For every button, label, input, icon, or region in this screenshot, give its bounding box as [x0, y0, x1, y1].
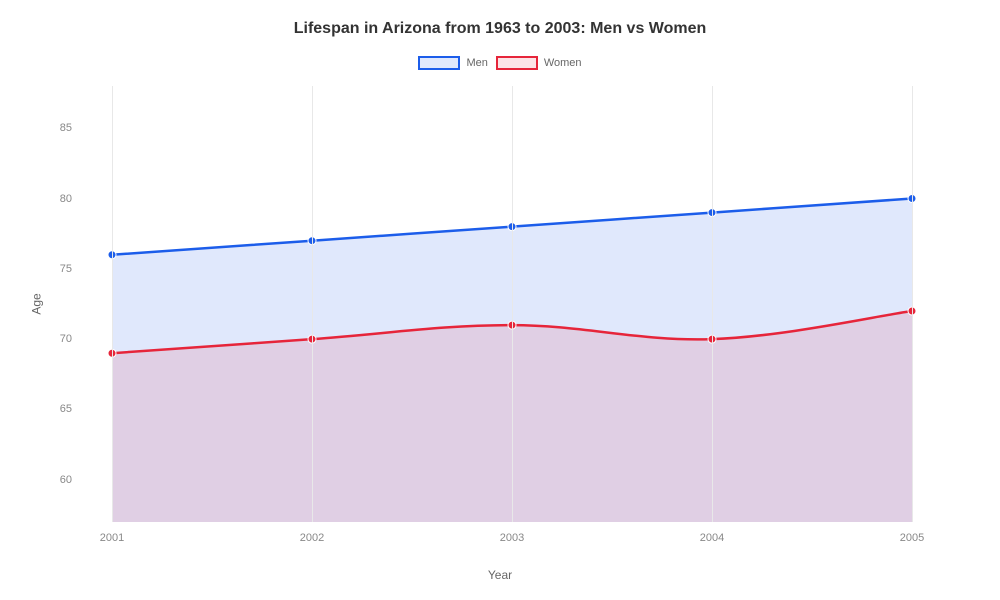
x-tick-label: 2002 [300, 532, 324, 544]
legend-label-women: Women [544, 57, 582, 69]
legend-swatch-women [496, 56, 538, 70]
y-tick-label: 60 [60, 474, 72, 486]
y-tick-label: 75 [60, 263, 72, 275]
x-axis-label: Year [488, 568, 512, 582]
plot-area: 20012002200320042005606570758085 [84, 86, 940, 522]
y-axis-label: Age [30, 293, 44, 314]
grid-line [912, 86, 913, 522]
x-tick-label: 2004 [700, 532, 724, 544]
legend: Men Women [0, 56, 1000, 70]
legend-item-men: Men [418, 56, 487, 70]
x-tick-label: 2005 [900, 532, 924, 544]
grid-line [712, 86, 713, 522]
grid-line [312, 86, 313, 522]
x-tick-label: 2001 [100, 532, 124, 544]
grid-line [112, 86, 113, 522]
chart-container: Lifespan in Arizona from 1963 to 2003: M… [0, 0, 1000, 600]
y-tick-label: 85 [60, 122, 72, 134]
legend-item-women: Women [496, 56, 582, 70]
y-tick-label: 65 [60, 403, 72, 415]
legend-label-men: Men [466, 57, 487, 69]
y-tick-label: 70 [60, 333, 72, 345]
chart-title: Lifespan in Arizona from 1963 to 2003: M… [0, 0, 1000, 38]
grid-line [512, 86, 513, 522]
legend-swatch-men [418, 56, 460, 70]
x-tick-label: 2003 [500, 532, 524, 544]
y-tick-label: 80 [60, 193, 72, 205]
